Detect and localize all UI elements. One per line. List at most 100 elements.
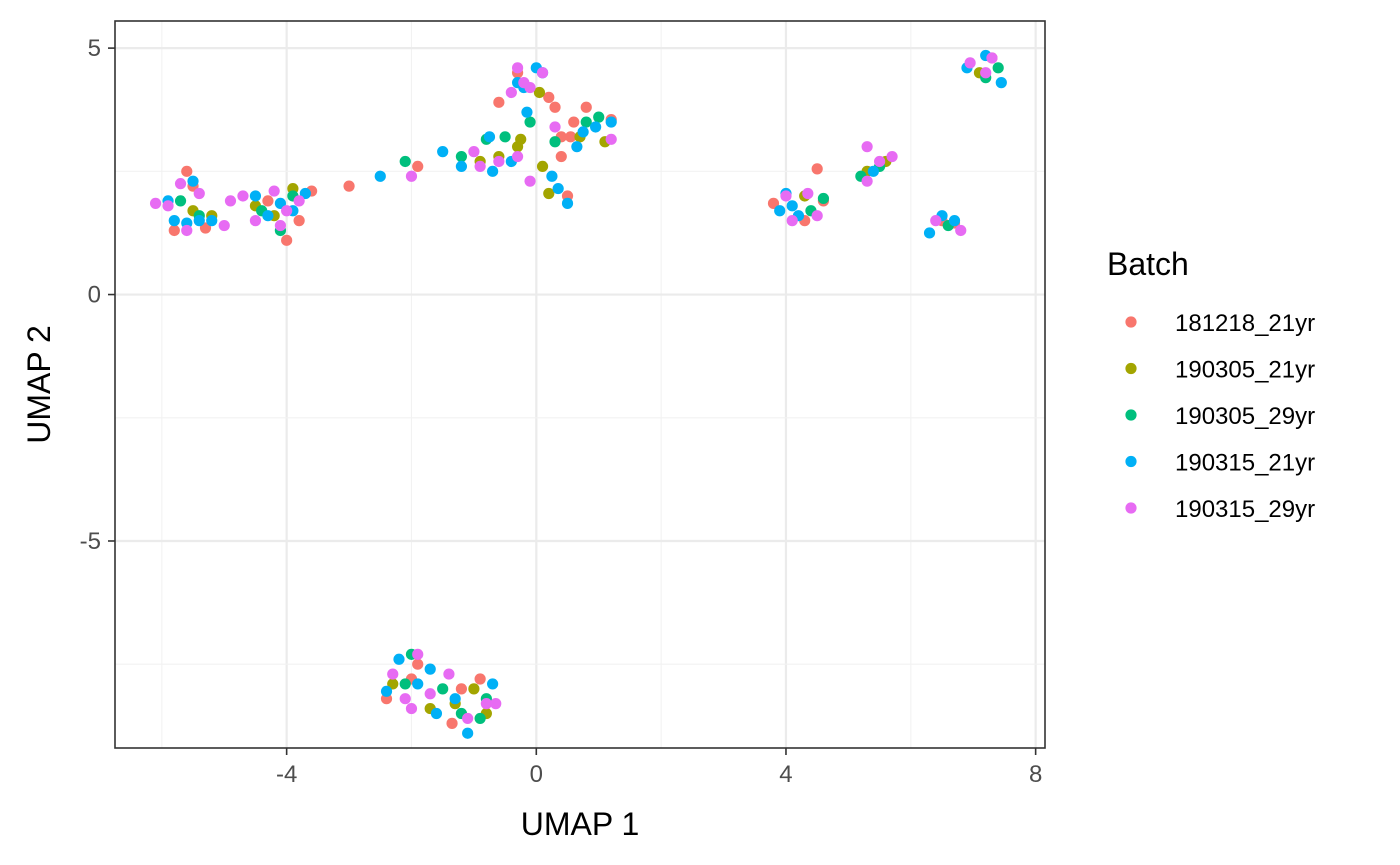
- point-181218_21yr-27: [446, 718, 457, 729]
- point-190305_29yr-21: [400, 678, 411, 689]
- legend-key-190305_29yr: [1125, 409, 1136, 420]
- point-181218_21yr-8: [294, 215, 305, 226]
- point-190315_29yr-35: [955, 225, 966, 236]
- point-190305_29yr-5: [400, 156, 411, 167]
- point-190315_21yr-13: [456, 161, 467, 172]
- point-190315_29yr-17: [512, 62, 523, 73]
- point-190315_29yr-1: [162, 200, 173, 211]
- point-190315_29yr-6: [225, 195, 236, 206]
- point-190315_29yr-5: [219, 220, 230, 231]
- point-190315_21yr-14: [484, 131, 495, 142]
- legend-key-190315_29yr: [1125, 502, 1136, 513]
- point-190315_21yr-30: [787, 200, 798, 211]
- point-190315_21yr-47: [996, 77, 1007, 88]
- point-190315_29yr-37: [400, 693, 411, 704]
- point-181218_21yr-32: [456, 683, 467, 694]
- point-181218_21yr-23: [812, 163, 823, 174]
- x-axis-title: UMAP 1: [521, 806, 640, 842]
- x-tick-label: 8: [1029, 761, 1042, 788]
- point-181218_21yr-19: [556, 151, 567, 162]
- point-190315_21yr-2: [187, 176, 198, 187]
- point-190315_29yr-30: [862, 141, 873, 152]
- point-190315_29yr-45: [965, 57, 976, 68]
- point-190315_29yr-44: [443, 668, 454, 679]
- point-190315_29yr-9: [269, 185, 280, 196]
- point-190305_21yr-17: [468, 683, 479, 694]
- point-190315_29yr-47: [986, 52, 997, 63]
- point-190315_29yr-21: [537, 67, 548, 78]
- point-190315_21yr-34: [924, 227, 935, 238]
- y-tick-label: -5: [80, 528, 101, 555]
- y-axis-title: UMAP 2: [21, 325, 57, 444]
- point-190305_29yr-19: [437, 683, 448, 694]
- point-190315_21yr-12: [437, 146, 448, 157]
- point-190315_21yr-27: [606, 116, 617, 127]
- legend-key-190305_21yr: [1125, 363, 1136, 374]
- legend-title: Batch: [1107, 246, 1189, 282]
- point-190315_21yr-4: [206, 215, 217, 226]
- point-190305_21yr-8: [537, 161, 548, 172]
- point-190315_29yr-27: [787, 215, 798, 226]
- point-181218_21yr-7: [412, 161, 423, 172]
- point-190315_21yr-15: [487, 166, 498, 177]
- x-tick-label: -4: [276, 761, 297, 788]
- point-190315_21yr-42: [381, 686, 392, 697]
- point-190315_29yr-23: [524, 176, 535, 187]
- point-190315_29yr-10: [281, 205, 292, 216]
- point-181218_21yr-0: [181, 166, 192, 177]
- point-190315_29yr-4: [194, 188, 205, 199]
- point-190315_29yr-2: [175, 178, 186, 189]
- point-190315_21yr-39: [431, 708, 442, 719]
- point-190305_21yr-6: [515, 134, 526, 145]
- point-190315_29yr-8: [250, 215, 261, 226]
- point-190315_29yr-25: [606, 134, 617, 145]
- legend-label-190315_29yr: 190315_29yr: [1175, 496, 1315, 523]
- x-tick-label: 4: [779, 761, 792, 788]
- point-181218_21yr-13: [549, 102, 560, 113]
- point-190305_29yr-9: [549, 136, 560, 147]
- point-190315_21yr-37: [393, 654, 404, 665]
- point-190315_21yr-21: [546, 171, 557, 182]
- point-190315_29yr-14: [468, 146, 479, 157]
- point-190315_29yr-0: [150, 198, 161, 209]
- point-190305_29yr-23: [475, 713, 486, 724]
- point-190305_29yr-7: [500, 131, 511, 142]
- point-190315_21yr-23: [562, 198, 573, 209]
- point-190315_29yr-26: [780, 190, 791, 201]
- point-190315_21yr-26: [590, 121, 601, 132]
- point-181218_21yr-28: [475, 673, 486, 684]
- point-190305_29yr-12: [456, 151, 467, 162]
- legend-label-190315_21yr: 190315_21yr: [1175, 450, 1315, 477]
- point-190315_21yr-36: [949, 215, 960, 226]
- point-181218_21yr-14: [581, 102, 592, 113]
- legend-key-190315_21yr: [1125, 456, 1136, 467]
- point-190315_29yr-20: [524, 82, 535, 93]
- point-190315_29yr-19: [506, 87, 517, 98]
- point-190305_29yr-8: [524, 116, 535, 127]
- point-190315_21yr-24: [571, 141, 582, 152]
- point-181218_21yr-11: [493, 97, 504, 108]
- point-190315_29yr-32: [886, 151, 897, 162]
- point-190315_29yr-16: [493, 156, 504, 167]
- point-181218_21yr-6: [343, 181, 354, 192]
- point-190315_29yr-13: [406, 171, 417, 182]
- point-181218_21yr-1: [169, 225, 180, 236]
- point-190305_29yr-0: [175, 195, 186, 206]
- point-190315_21yr-32: [774, 205, 785, 216]
- legend-key-181218_21yr: [1125, 316, 1136, 327]
- point-190315_29yr-39: [425, 688, 436, 699]
- point-181218_21yr-30: [412, 659, 423, 670]
- point-190315_21yr-18: [521, 107, 532, 118]
- point-190315_21yr-3: [194, 215, 205, 226]
- point-190315_29yr-29: [812, 210, 823, 221]
- point-190315_21yr-44: [450, 693, 461, 704]
- point-181218_21yr-4: [281, 235, 292, 246]
- point-190315_21yr-6: [262, 210, 273, 221]
- legend-label-190305_21yr: 190305_21yr: [1175, 357, 1315, 384]
- x-tick-label: 0: [530, 761, 543, 788]
- point-190315_29yr-33: [874, 156, 885, 167]
- point-190315_29yr-12: [294, 195, 305, 206]
- point-190315_21yr-43: [412, 678, 423, 689]
- point-190315_29yr-34: [930, 215, 941, 226]
